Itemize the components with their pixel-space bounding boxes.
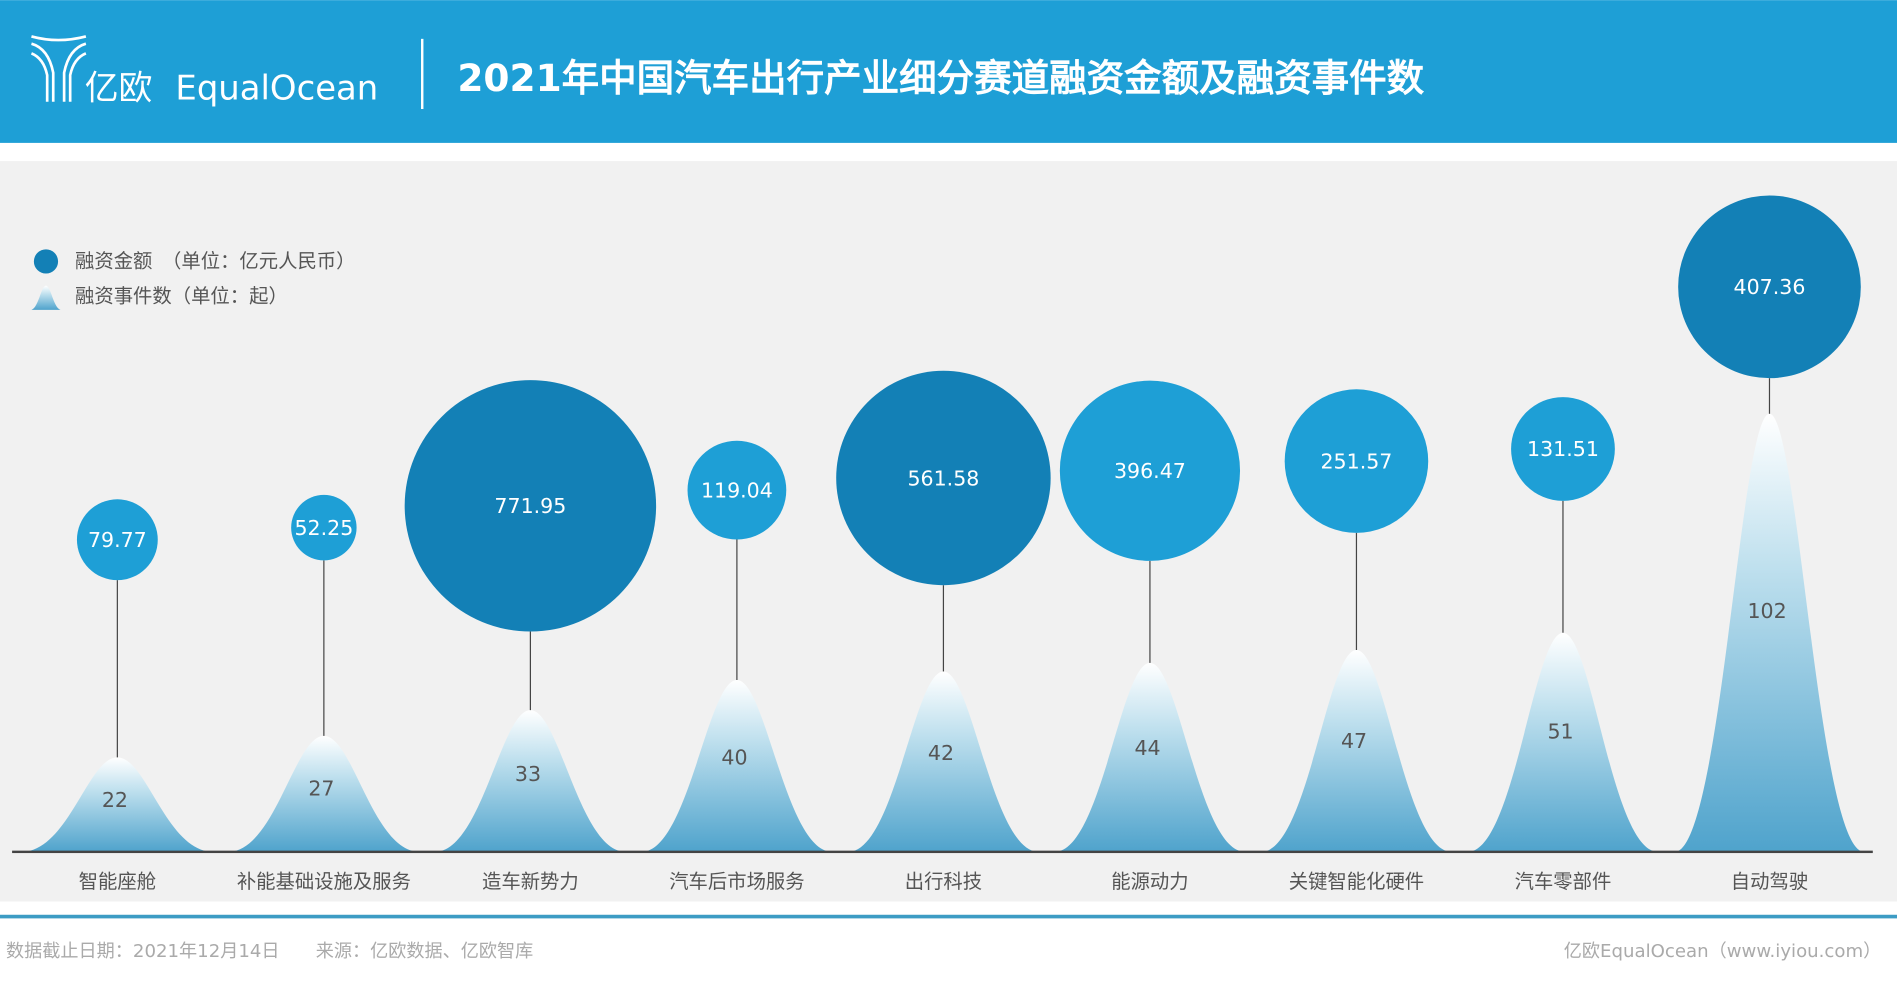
category-label: 汽车后市场服务 <box>669 870 804 893</box>
bubble-mark <box>76 499 158 581</box>
bubble-mark <box>1059 380 1241 561</box>
bubble-label: 771.95 <box>494 494 566 518</box>
bubble-mark <box>687 440 787 540</box>
mountain-mark <box>229 735 419 852</box>
footer-rule <box>0 914 1897 919</box>
category-label: 关键智能化硬件 <box>1289 870 1424 893</box>
bubble-label: 131.51 <box>1527 437 1599 461</box>
bubble-mark <box>291 494 357 561</box>
mountain-mark <box>1262 649 1451 852</box>
count-label: 27 <box>308 776 334 800</box>
bubble-label: 396.47 <box>1114 459 1186 483</box>
bubble-label: 119.04 <box>701 478 773 502</box>
category-label: 汽车零部件 <box>1515 870 1612 893</box>
count-label: 47 <box>1341 729 1367 753</box>
bubble-mark <box>1511 397 1615 501</box>
legend-circle-icon <box>33 249 59 274</box>
count-label: 33 <box>515 762 541 786</box>
logo-text-en: EqualOcean <box>175 68 378 107</box>
header-divider <box>421 38 424 110</box>
page-title: 2021年中国汽车出行产业细分赛道融资金额及融资事件数 <box>457 56 1424 100</box>
category-label: 补能基础设施及服务 <box>237 870 411 893</box>
category-label: 出行科技 <box>905 870 982 893</box>
mountain-mark <box>1055 662 1245 852</box>
footer-credit: 亿欧EqualOcean（www.iyiou.com） <box>1564 941 1881 962</box>
count-label: 42 <box>928 741 954 765</box>
category-label: 造车新势力 <box>482 870 579 893</box>
mountain-mark <box>642 680 832 852</box>
bubble-label: 79.77 <box>88 528 147 552</box>
logo-text-cn: 亿欧 <box>85 68 153 107</box>
count-label: 102 <box>1747 599 1786 623</box>
legend-amount: 融资金额 （单位：亿元人民币） <box>75 250 355 273</box>
mountain-mark <box>22 757 212 852</box>
bubble-mark <box>836 370 1051 586</box>
count-label: 44 <box>1134 736 1160 760</box>
legend-mountain-icon <box>31 285 61 310</box>
mountain-mark <box>1468 632 1658 852</box>
footer-source: 数据截止日期：2021年12月14日 来源：亿欧数据、亿欧智库 <box>6 941 533 962</box>
bubble-mark <box>404 380 657 632</box>
category-label: 自动驾驶 <box>1731 870 1808 893</box>
bubble-mark <box>1678 195 1861 379</box>
category-label: 能源动力 <box>1111 870 1188 893</box>
mountain-mark <box>1675 413 1864 852</box>
legend-count: 融资事件数（单位：起） <box>75 285 288 308</box>
header-bar <box>0 0 1897 143</box>
bubble-mark <box>1284 389 1429 533</box>
bubble-label: 251.57 <box>1320 449 1392 473</box>
count-label: 40 <box>721 746 747 770</box>
count-label: 51 <box>1547 720 1573 744</box>
bubble-label: 52.25 <box>294 516 353 540</box>
logo <box>30 35 87 102</box>
bubble-label: 561.58 <box>907 466 979 490</box>
count-label: 22 <box>102 788 128 812</box>
mountain-mark <box>436 710 625 852</box>
bubble-label: 407.36 <box>1734 275 1806 299</box>
baseline <box>12 850 1873 854</box>
category-label: 智能座舱 <box>79 870 156 893</box>
mountain-mark <box>849 671 1038 852</box>
